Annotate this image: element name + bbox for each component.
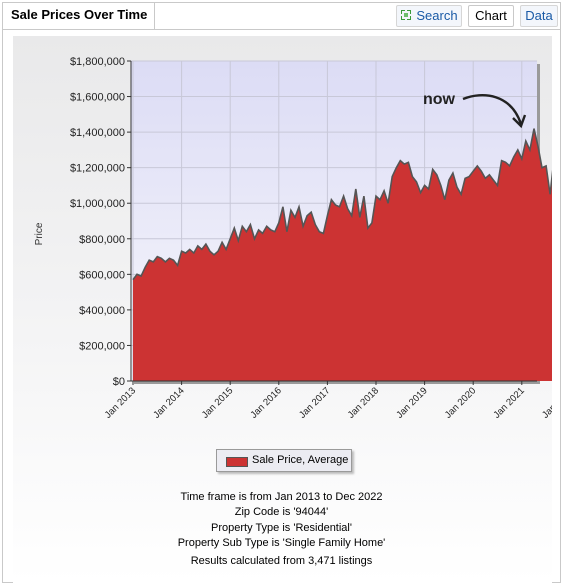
x-tick-label: Jan 2020 — [443, 385, 478, 420]
x-tick-label: Jan 2013 — [103, 385, 138, 420]
panel-title: Sale Prices Over Time — [3, 3, 155, 29]
series-line — [132, 128, 564, 281]
y-tick-label: $1,600,000 — [70, 92, 125, 104]
y-tick-label: $1,800,000 — [70, 56, 125, 68]
y-tick-label: $1,200,000 — [70, 163, 125, 175]
note-property-type: Property Type is 'Residential' — [211, 521, 352, 534]
legend: Sale Price, Average — [216, 449, 352, 472]
y-tick-label: $1,000,000 — [70, 198, 125, 210]
annotation-arrow — [462, 94, 523, 125]
y-tick-label: $1,400,000 — [70, 127, 125, 139]
x-tick-label: Jan 2016 — [248, 385, 283, 420]
y-tick-label: $600,000 — [79, 269, 125, 281]
y-axis-ticks: $0 $200,000 $400,000 $600,000 $800,000 $1,000… — [70, 56, 131, 388]
x-tick-label: Jan 2018 — [346, 385, 381, 420]
annotation-arrowhead — [512, 114, 527, 129]
x-tick-label: Jan 2014 — [151, 385, 186, 420]
x-tick-label: Jan 2017 — [297, 385, 332, 420]
area-series — [133, 128, 564, 381]
price-chart: $0 $200,000 $400,000 $600,000 $800,000 $1,000… — [34, 56, 564, 421]
panel-header: Sale Prices Over Time Search Chart Data — [3, 3, 560, 30]
note-property-subtype: Property Sub Type is 'Single Family Home… — [177, 536, 386, 549]
tab-data[interactable]: Data — [520, 5, 558, 27]
chart-area: $0 $200,000 $400,000 $600,000 $800,000 $1,000… — [13, 36, 564, 583]
x-axis-ticks: Jan 2013 Jan 2014 Jan 2015 Jan 2016 Jan 2017… — [103, 381, 564, 421]
note-timeframe: Time frame is from Jan 2013 to Dec 2022 — [180, 491, 383, 503]
y-axis-label: Price — [34, 222, 45, 245]
legend-swatch — [226, 457, 248, 467]
x-tick-label: Jan 2015 — [200, 385, 235, 420]
tab-search[interactable]: Search — [396, 5, 462, 27]
search-icon — [401, 10, 412, 20]
tab-chart[interactable]: Chart — [468, 5, 514, 27]
y-tick-label: $800,000 — [79, 234, 125, 246]
y-tick-label: $200,000 — [79, 340, 125, 352]
x-tick-label: Jan 2019 — [394, 385, 429, 420]
axes — [130, 61, 537, 382]
now-annotation: now — [423, 91, 527, 129]
y-tick-label: $0 — [113, 376, 125, 388]
note-results: Results calculated from 3,471 listings — [190, 555, 373, 568]
legend-label: Sale Price, Average — [252, 454, 349, 466]
y-tick-label: $400,000 — [79, 305, 125, 317]
x-tick-label: Jan 2021 — [491, 385, 526, 420]
x-tick-label: Jan 2022 — [540, 385, 552, 420]
note-zip: Zip Code is '94044' — [234, 506, 329, 519]
annotation-now: now — [423, 91, 456, 108]
chart-notes: Time frame is from Jan 2013 to Dec 2022 … — [3, 490, 560, 569]
tab-search-label: Search — [416, 8, 458, 23]
